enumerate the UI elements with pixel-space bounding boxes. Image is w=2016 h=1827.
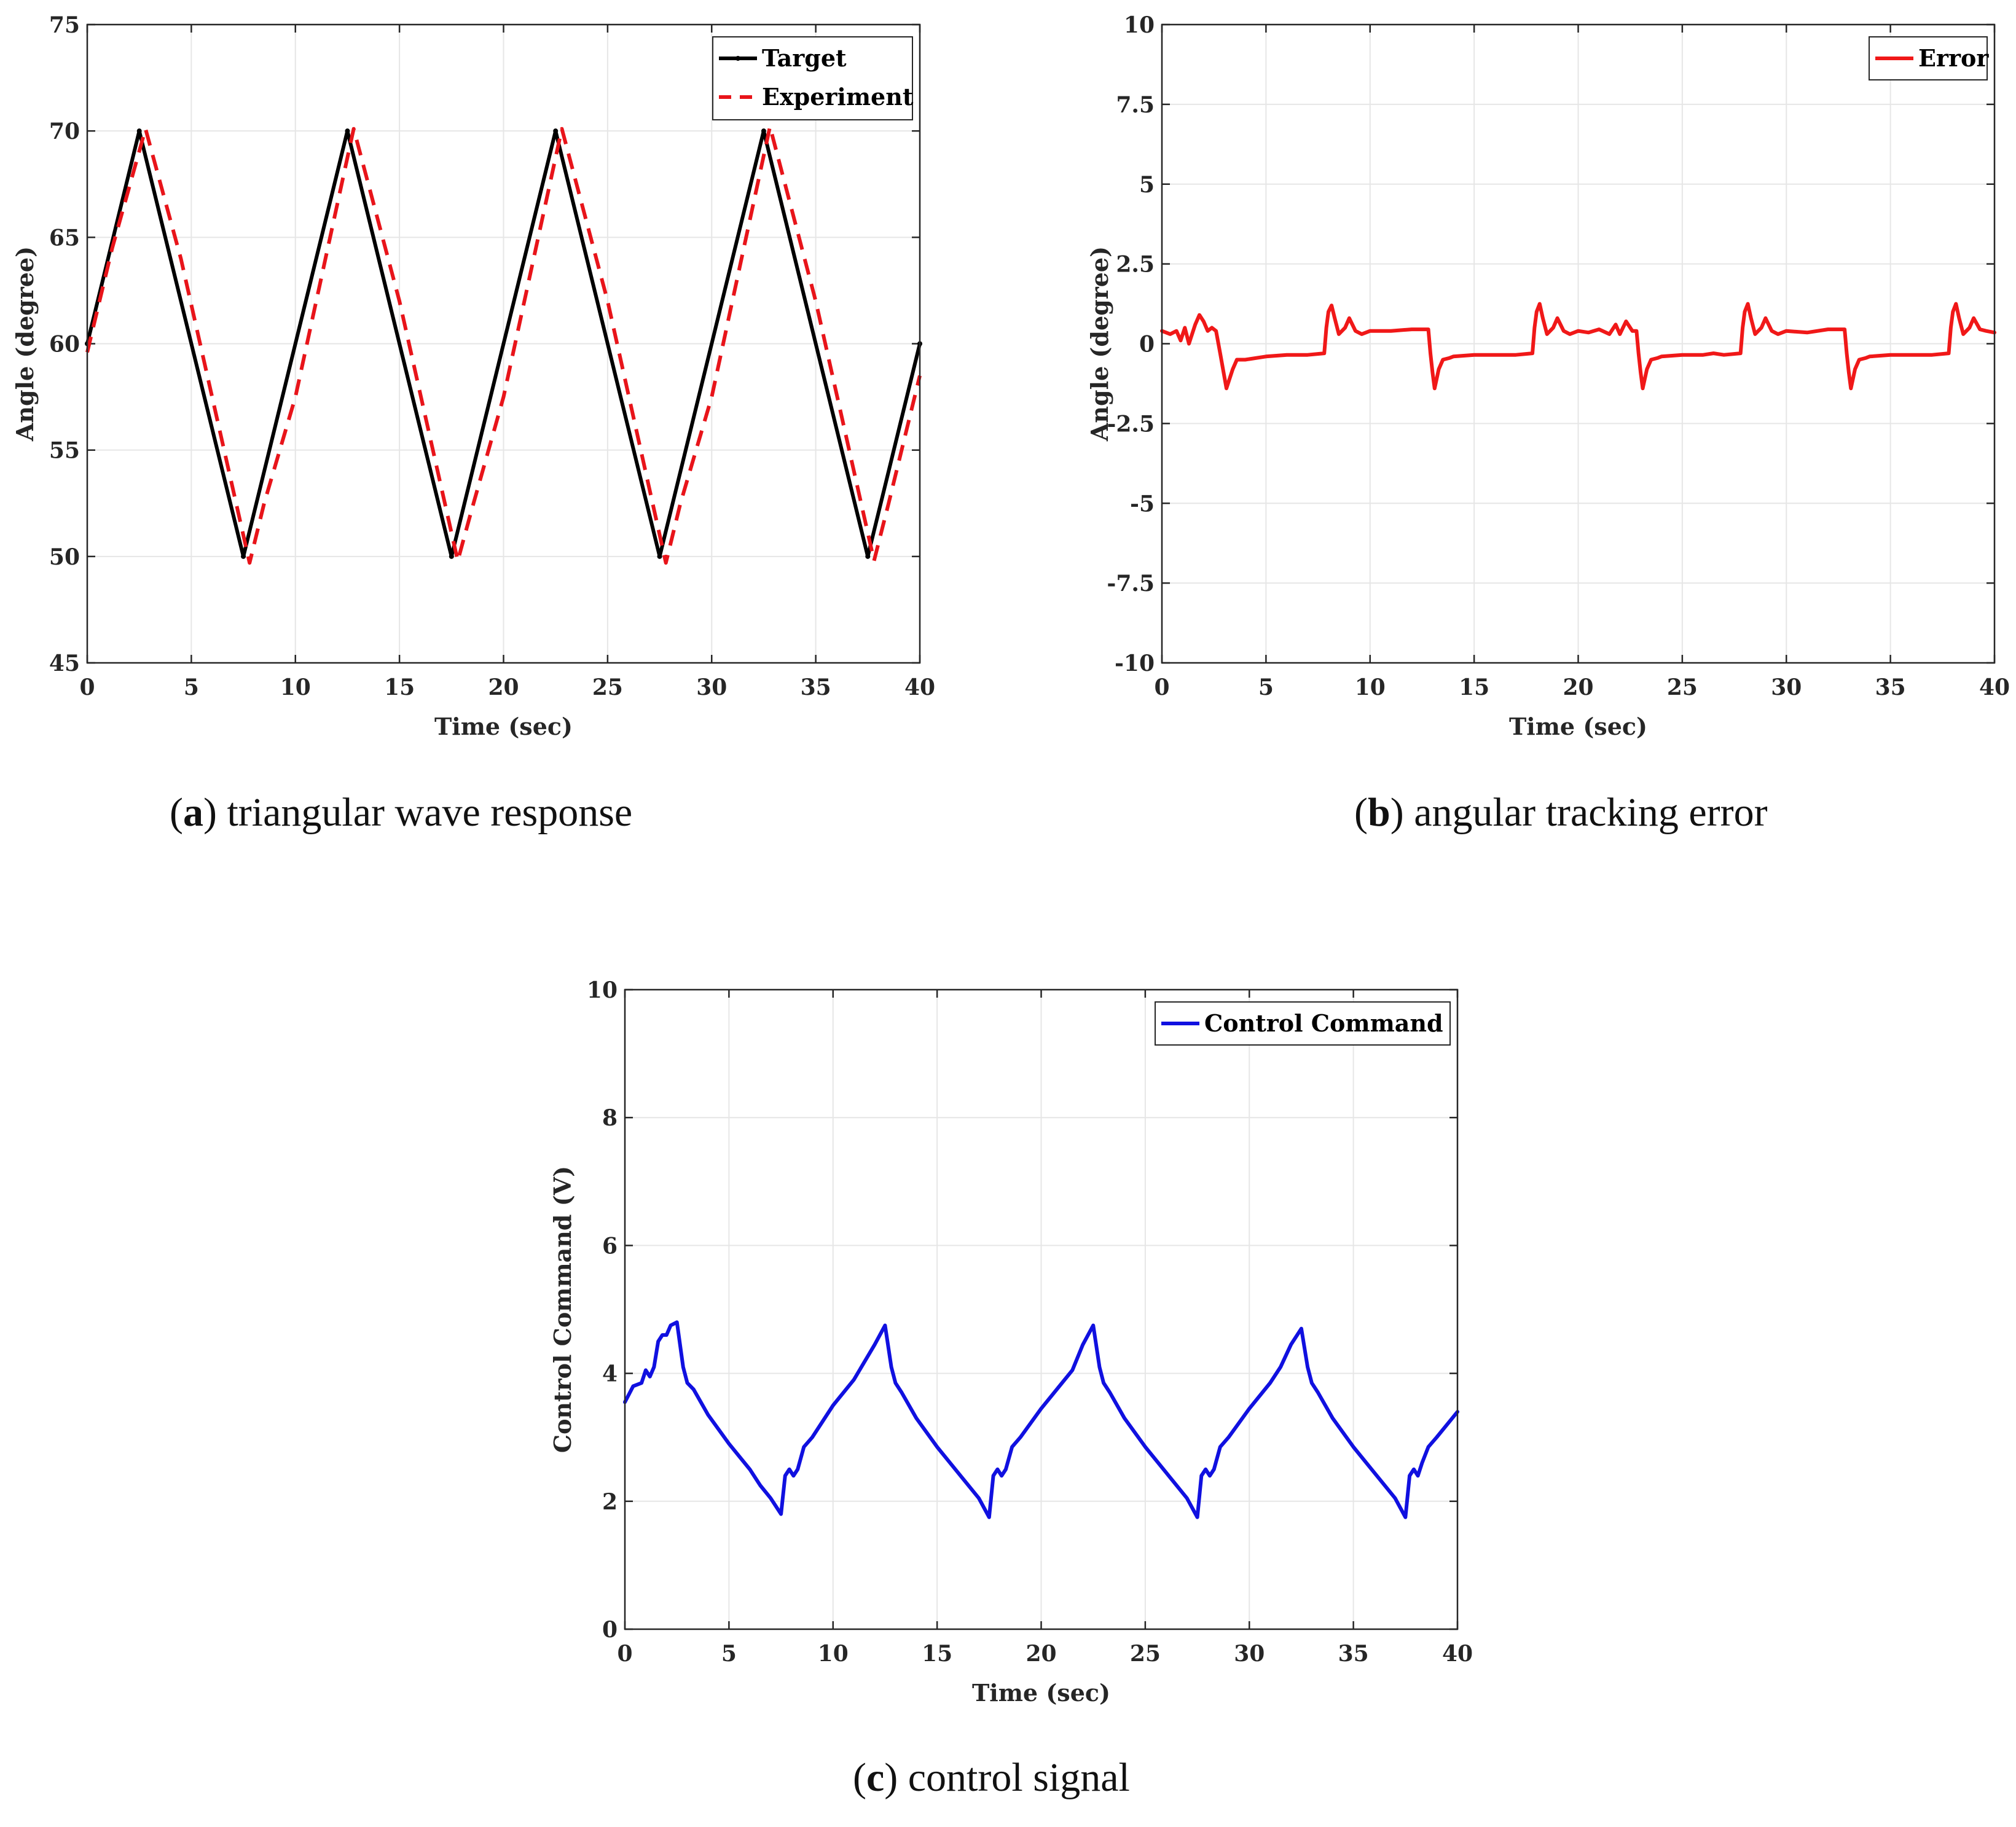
y-tick-label: -10 (1115, 651, 1155, 676)
x-tick-label: 25 (1130, 1641, 1161, 1667)
y-tick-label: 2.5 (1116, 252, 1155, 278)
x-tick-label: 30 (1234, 1641, 1265, 1667)
x-tick-label: 20 (488, 675, 519, 700)
legend-swatch-dot (735, 56, 740, 61)
series-point-target (657, 554, 662, 559)
series-point-target (865, 554, 871, 559)
x-tick-label: 5 (721, 1641, 737, 1667)
x-tick-label: 0 (79, 675, 95, 700)
x-tick-label: 25 (592, 675, 623, 700)
legend-box (1155, 1001, 1451, 1046)
legend-label: Control Command (1204, 1009, 1443, 1037)
x-tick-label: 25 (1667, 675, 1698, 700)
chart-control-signal: 0 5 10 15 20 25 30 35 40 0 2 4 6 8 10 Time (sec) Control… (549, 977, 1473, 1707)
y-axis-label: Angle (degree) (11, 246, 39, 442)
legend-label: Experiment (762, 83, 914, 111)
x-tick-label: 0 (617, 1641, 632, 1667)
series-line-control-command (623, 1320, 1459, 1519)
chart-triangular-wave-response: 0 5 10 15 20 25 30 35 40 45 50 55 60 65 70 75 Time (sec)… (11, 12, 935, 740)
caption-b-text: angular tracking error (1414, 790, 1768, 835)
x-axis-label: Time (sec) (434, 713, 573, 740)
y-tick-label: -2.5 (1107, 411, 1155, 437)
caption-b: (b) angular tracking error (1354, 790, 1768, 835)
y-tick-label: 0 (602, 1617, 618, 1643)
y-tick-label: 65 (49, 225, 80, 251)
x-tick-label: 40 (1979, 675, 2010, 700)
series-line-experiment (85, 125, 922, 565)
y-tick-label: 0 (1139, 332, 1155, 358)
y-tick-label: 75 (49, 12, 80, 38)
x-tick-label: 5 (1258, 675, 1274, 700)
y-tick-label: 70 (49, 119, 80, 144)
series-point-target (345, 128, 350, 134)
y-tick-label: 10 (1124, 12, 1155, 38)
series-point-target (761, 128, 766, 134)
x-tick-label: 20 (1563, 675, 1593, 700)
y-tick-label: 6 (602, 1233, 618, 1259)
y-tick-label: -5 (1130, 491, 1155, 517)
x-tick-label: 40 (904, 675, 935, 700)
axes-frame (624, 988, 1459, 1630)
x-tick-label: 15 (384, 675, 415, 700)
x-axis-label: Time (sec) (972, 1679, 1110, 1707)
x-axis-label: Time (sec) (1509, 713, 1647, 740)
y-tick-label: 5 (1139, 172, 1155, 198)
y-tick-label: 7.5 (1116, 92, 1155, 118)
y-tick-label: 60 (49, 332, 80, 358)
x-tick-label: 40 (1442, 1641, 1473, 1667)
caption-b-letter: b (1367, 790, 1390, 835)
series-point-target (553, 128, 559, 134)
y-tick-label: -7.5 (1107, 571, 1155, 597)
caption-a: (a) triangular wave response (170, 790, 633, 835)
series-point-target (136, 128, 142, 134)
legend-label: Error (1918, 44, 1989, 72)
caption-a-letter: a (182, 790, 203, 835)
axes-frame (1161, 23, 1996, 664)
x-tick-label: 30 (696, 675, 727, 700)
x-tick-label: 15 (1459, 675, 1489, 700)
y-tick-label: 50 (49, 544, 80, 570)
series-point-target (241, 554, 246, 559)
series-line-target (85, 129, 922, 558)
x-tick-label: 10 (818, 1641, 849, 1667)
series-point-target (449, 554, 454, 559)
y-tick-label: 10 (587, 977, 618, 1003)
y-tick-label: 4 (602, 1361, 618, 1387)
legend-box (712, 36, 913, 120)
y-tick-label: 2 (602, 1489, 618, 1515)
x-tick-label: 35 (1338, 1641, 1369, 1667)
y-tick-label: 45 (49, 651, 80, 676)
x-tick-label: 0 (1154, 675, 1169, 700)
x-tick-label: 30 (1771, 675, 1802, 700)
chart-angular-tracking-error: 0 5 10 15 20 25 30 35 40 -10 -7.5 -5 -2.5 0 2.5 5 7.5 10 T… (1086, 12, 2010, 740)
caption-c: (c) control signal (853, 1755, 1130, 1800)
x-tick-label: 10 (1355, 675, 1386, 700)
x-tick-label: 20 (1026, 1641, 1056, 1667)
y-axis-label: Angle (degree) (1086, 246, 1113, 442)
y-axis-label: Control Command (V) (549, 1166, 576, 1453)
axes-frame (86, 23, 921, 664)
caption-c-letter: c (866, 1755, 885, 1800)
legend-label: Target (762, 44, 847, 72)
x-tick-label: 5 (184, 675, 199, 700)
y-tick-label: 8 (602, 1105, 618, 1131)
x-tick-label: 35 (801, 675, 831, 700)
caption-c-text: control signal (908, 1755, 1130, 1800)
x-tick-label: 35 (1875, 675, 1906, 700)
caption-a-text: triangular wave response (227, 790, 633, 835)
x-tick-label: 10 (280, 675, 311, 700)
y-tick-label: 55 (49, 438, 80, 464)
series-line-error (1160, 302, 1996, 391)
x-tick-label: 15 (922, 1641, 952, 1667)
